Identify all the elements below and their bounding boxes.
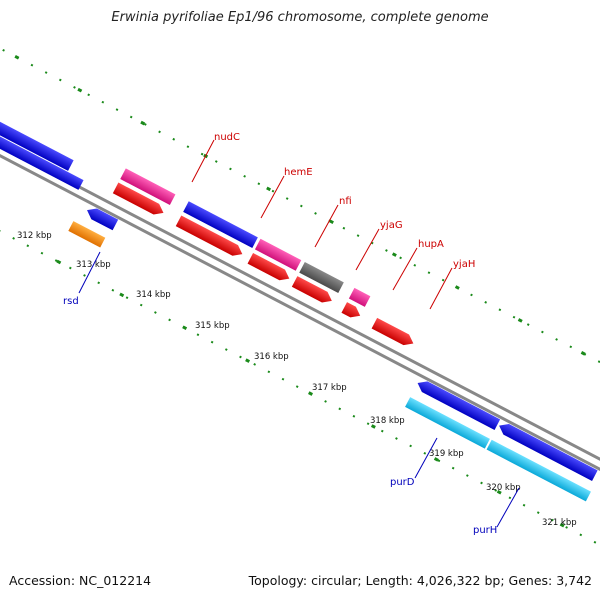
gene-yjaH	[371, 317, 414, 346]
label-rsd: rsd	[63, 296, 79, 307]
accession-text: Accession: NC_012214	[9, 573, 152, 588]
leader-yjaH	[429, 267, 453, 310]
leader-rsd	[78, 251, 101, 294]
label-hupA: hupA	[418, 239, 444, 250]
label-nfi: nfi	[339, 196, 352, 207]
tick-label-318: 318 kbp	[370, 416, 405, 426]
tick-label-316: 316 kbp	[254, 352, 289, 362]
label-purD: purD	[390, 477, 415, 488]
gene-blue-reverse-1	[417, 381, 501, 430]
leader-nfi	[314, 204, 339, 248]
outer-dot-row	[0, 41, 600, 405]
inner-dot-row	[0, 185, 600, 549]
gene-blue-reverse-small	[87, 208, 119, 231]
label-yjaG: yjaG	[380, 220, 403, 231]
gene-red-forward-a	[112, 182, 164, 215]
leader-yjaG	[355, 228, 380, 271]
gene-hemE	[183, 201, 258, 249]
gene-blue-forward-1	[0, 109, 74, 171]
gene-red-forward-b	[175, 215, 243, 256]
gene-red-forward-d	[291, 276, 332, 303]
leader-hupA	[392, 247, 418, 291]
gene-red-forward-e	[341, 302, 361, 318]
tick-label-312: 312 kbp	[17, 231, 52, 241]
gene-yjaG	[299, 261, 344, 293]
label-nudC: nudC	[214, 132, 240, 143]
backbone	[0, 116, 600, 491]
gene-red-forward-c	[247, 252, 290, 281]
map-title: Erwinia pyrifoliae Ep1/96 chromosome, co…	[111, 10, 489, 25]
gene-blue-reverse-2	[499, 423, 598, 481]
leader-nudC	[191, 139, 215, 183]
tick-label-317: 317 kbp	[312, 383, 347, 393]
label-hemE: hemE	[284, 167, 313, 178]
gene-nudC	[120, 168, 176, 205]
gene-nfi	[254, 238, 302, 271]
gene-blue-forward-2	[0, 120, 84, 190]
outer-dash-row	[0, 41, 600, 406]
tick-label-319: 319 kbp	[429, 449, 464, 459]
leader-purH	[496, 487, 520, 528]
tick-label-314: 314 kbp	[136, 290, 171, 300]
gene-rsd	[68, 221, 106, 248]
tick-label-320: 320 kbp	[486, 483, 521, 493]
label-yjaH: yjaH	[453, 259, 475, 270]
tick-label-315: 315 kbp	[195, 321, 230, 331]
tick-label-321: 321 kbp	[542, 518, 577, 528]
leader-purD	[414, 437, 438, 479]
gene-purH	[486, 439, 591, 502]
gene-hupA	[348, 287, 371, 307]
leader-hemE	[260, 175, 285, 219]
label-purH: purH	[473, 525, 497, 536]
genome-stats-text: Topology: circular; Length: 4,026,322 bp…	[248, 573, 592, 588]
gene-purD	[405, 397, 490, 449]
